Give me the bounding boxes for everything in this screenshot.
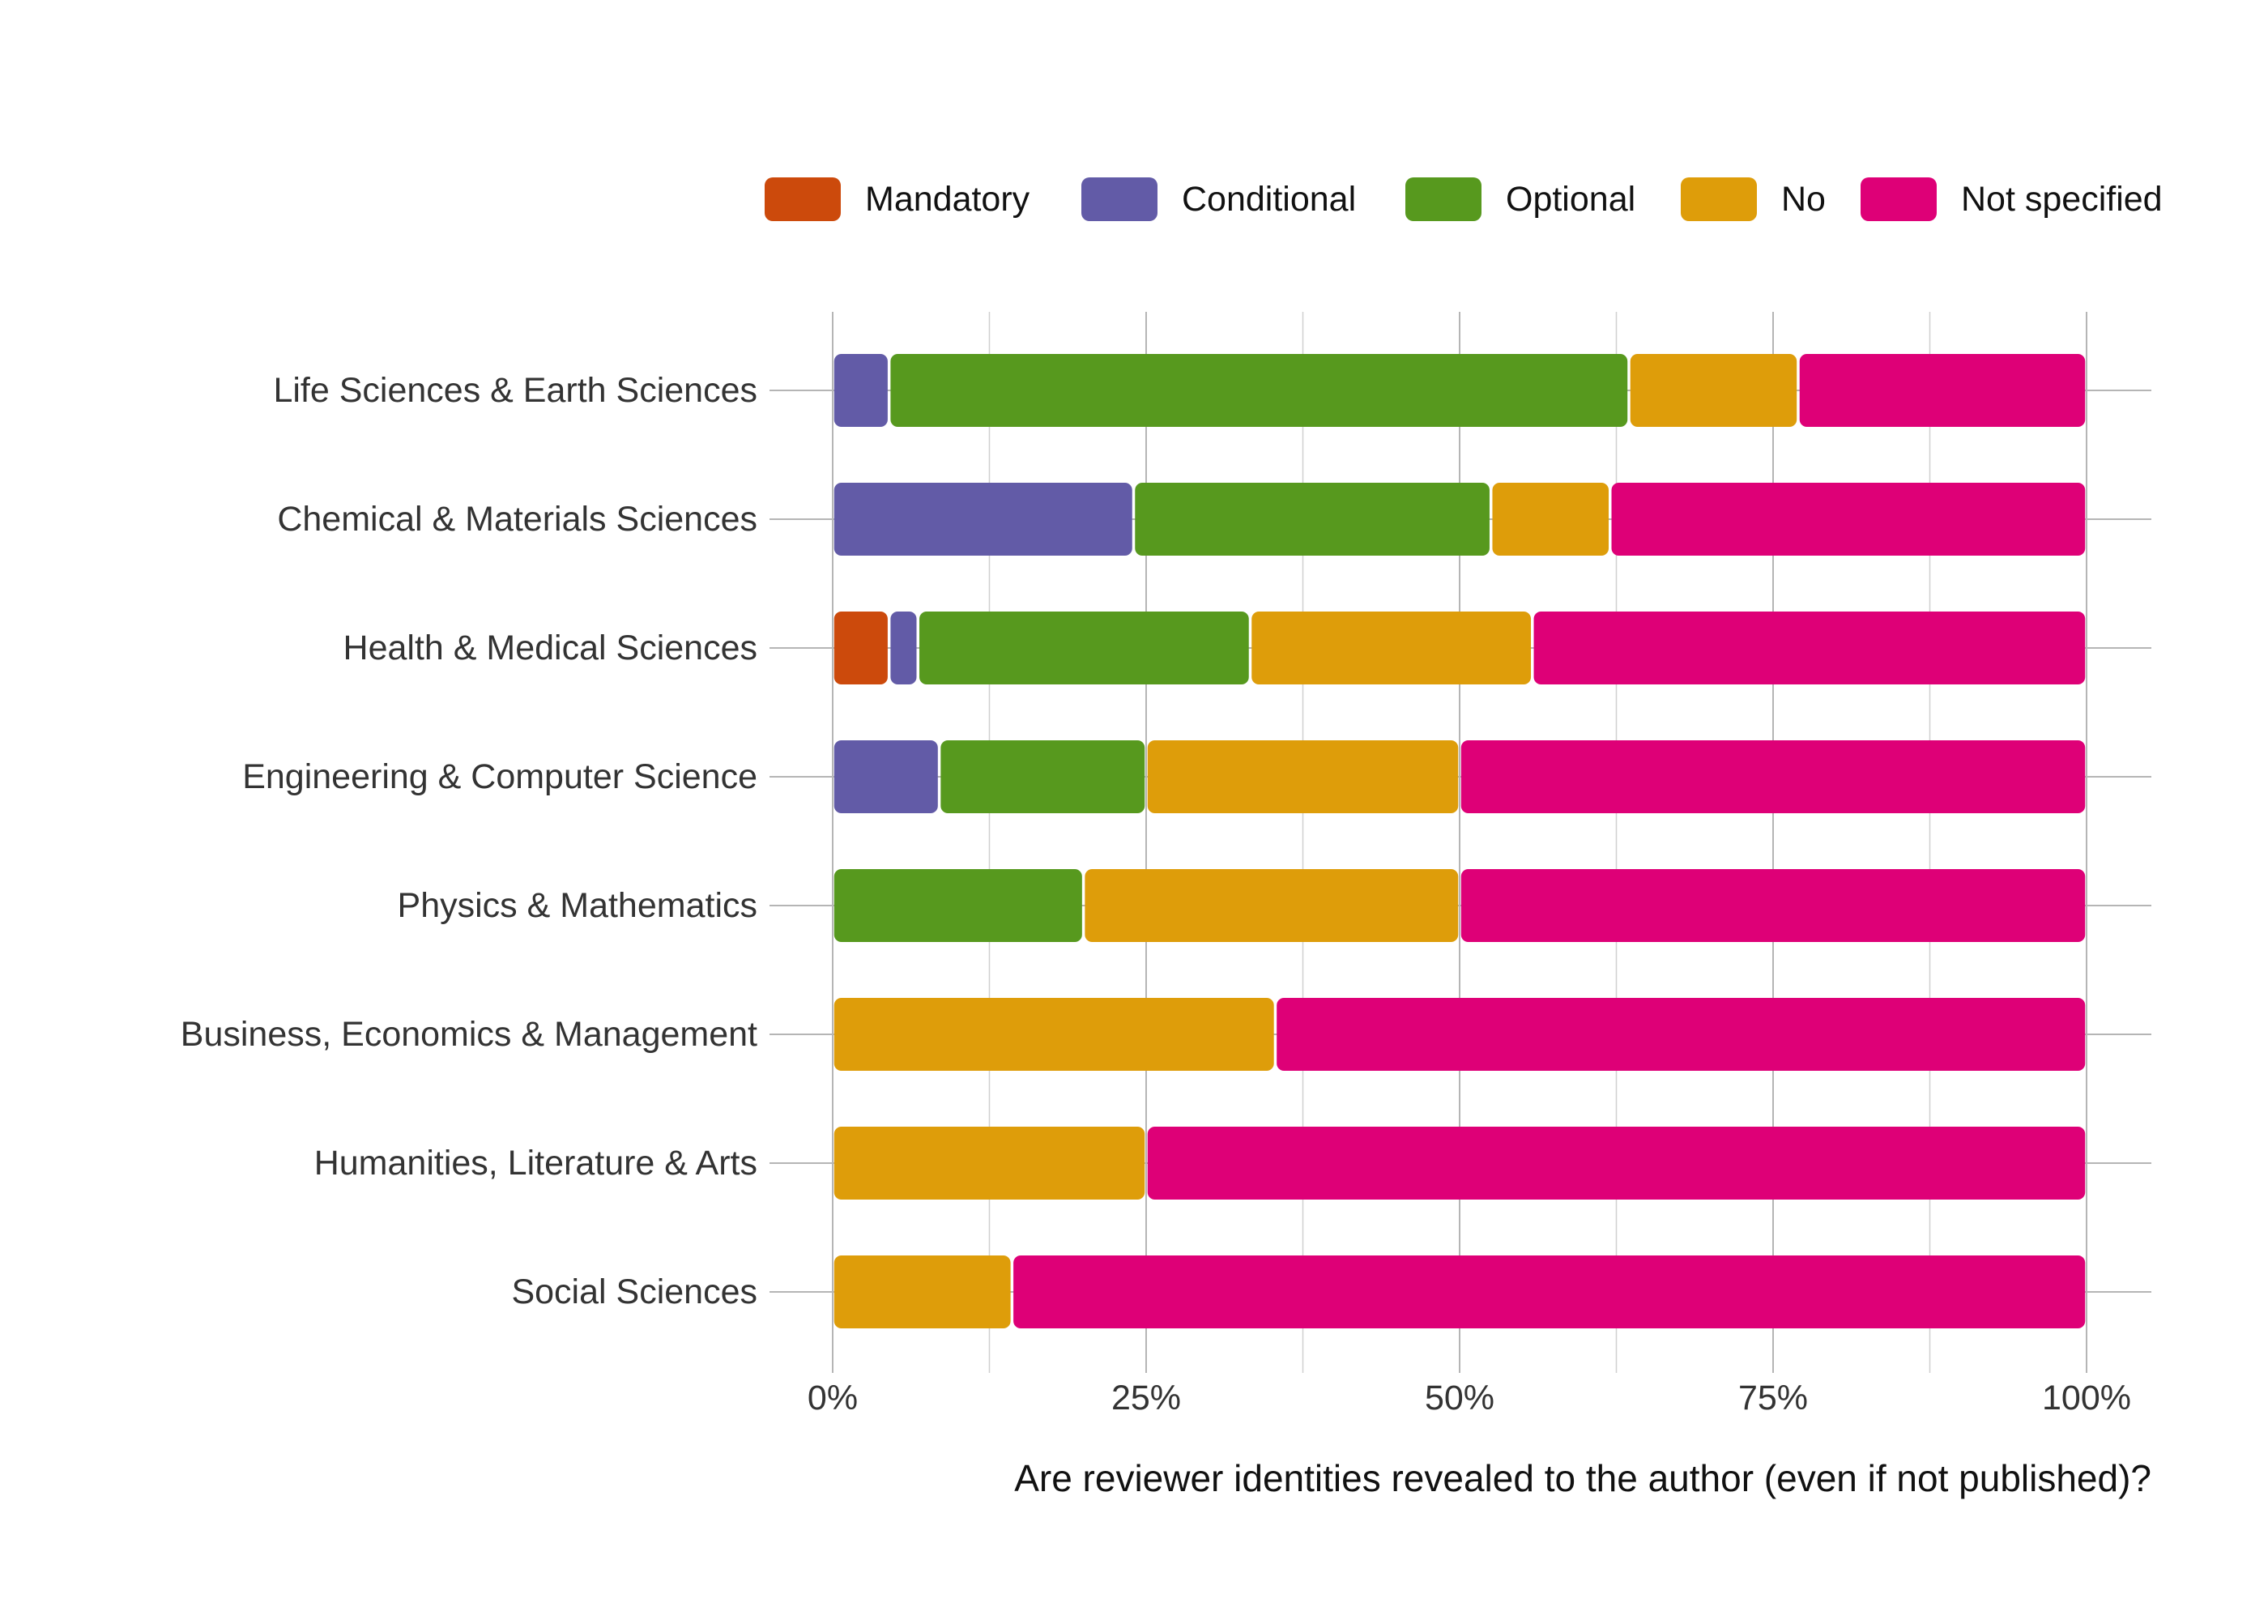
category-label: Business, Economics & Management [181,1015,757,1054]
category-label: Humanities, Literature & Arts [314,1144,757,1183]
bar-segment-conditional [833,740,938,813]
bar-segment-not-specified [1799,354,2086,427]
bar-segment-mandatory [833,612,888,684]
category-label: Life Sciences & Earth Sciences [273,371,757,410]
legend-label: Optional [1506,180,1635,219]
x-tick-label: 75% [1738,1379,1808,1417]
bar-layer [833,354,2086,1328]
legend-label: No [1781,180,1826,219]
bar-segment-optional [919,612,1249,684]
bar-segment-no [1147,740,1459,813]
bar-segment-conditional [833,354,888,427]
bar-segment-not-specified [1460,869,2086,942]
bar-segment-no [833,998,1274,1071]
x-axis-title: Are reviewer identities revealed to the … [1014,1457,2151,1499]
legend-swatch [1405,177,1481,221]
bar-segment-conditional [833,483,1132,556]
x-tick-label: 25% [1111,1379,1181,1417]
legend-swatch [1861,177,1937,221]
legend-item-mandatory: Mandatory [765,177,1030,221]
x-tick-label: 100% [2042,1379,2131,1417]
legend-swatch [765,177,841,221]
category-labels: Life Sciences & Earth Sciences Chemical &… [181,371,757,1311]
bar-segment-optional [1135,483,1490,556]
x-tick-label: 0% [808,1379,858,1417]
category-label: Health & Medical Sciences [343,629,757,667]
category-label: Physics & Mathematics [398,886,757,925]
bar-segment-not-specified [1460,740,2086,813]
bar-segment-no [833,1127,1145,1200]
bar-segment-not-specified [1013,1255,2086,1328]
legend: Mandatory Conditional Optional No Not specif… [765,177,2163,221]
bar-segment-no [1251,612,1532,684]
category-label: Engineering & Computer Science [242,757,757,796]
legend-item-not-specified: Not specified [1861,177,2163,221]
category-label: Chemical & Materials Sciences [277,500,757,539]
bar-segment-not-specified [1147,1127,2086,1200]
legend-swatch [1681,177,1757,221]
bar-segment-no [1630,354,1797,427]
bar-segment-not-specified [1277,998,2086,1071]
bar-segment-optional [890,354,1628,427]
bar-segment-no [1492,483,1609,556]
x-axis-ticks: 0% 25% 50% 75% 100% [808,1379,2131,1417]
bar-segment-no [833,1255,1011,1328]
legend-label: Not specified [1961,180,2163,219]
legend-label: Conditional [1182,180,1356,219]
bar-segment-not-specified [1533,612,2086,684]
bar-segment-no [1085,869,1459,942]
bar-segment-not-specified [1611,483,2086,556]
bar-segment-conditional [890,612,917,684]
legend-item-optional: Optional [1405,177,1635,221]
bar-segment-optional [940,740,1145,813]
legend-label: Mandatory [865,180,1030,219]
bar-segment-optional [833,869,1082,942]
legend-item-no: No [1681,177,1826,221]
legend-swatch [1081,177,1157,221]
legend-item-conditional: Conditional [1081,177,1356,221]
x-tick-label: 50% [1425,1379,1494,1417]
grid-layer [770,312,2151,1373]
category-label: Social Sciences [511,1272,757,1311]
